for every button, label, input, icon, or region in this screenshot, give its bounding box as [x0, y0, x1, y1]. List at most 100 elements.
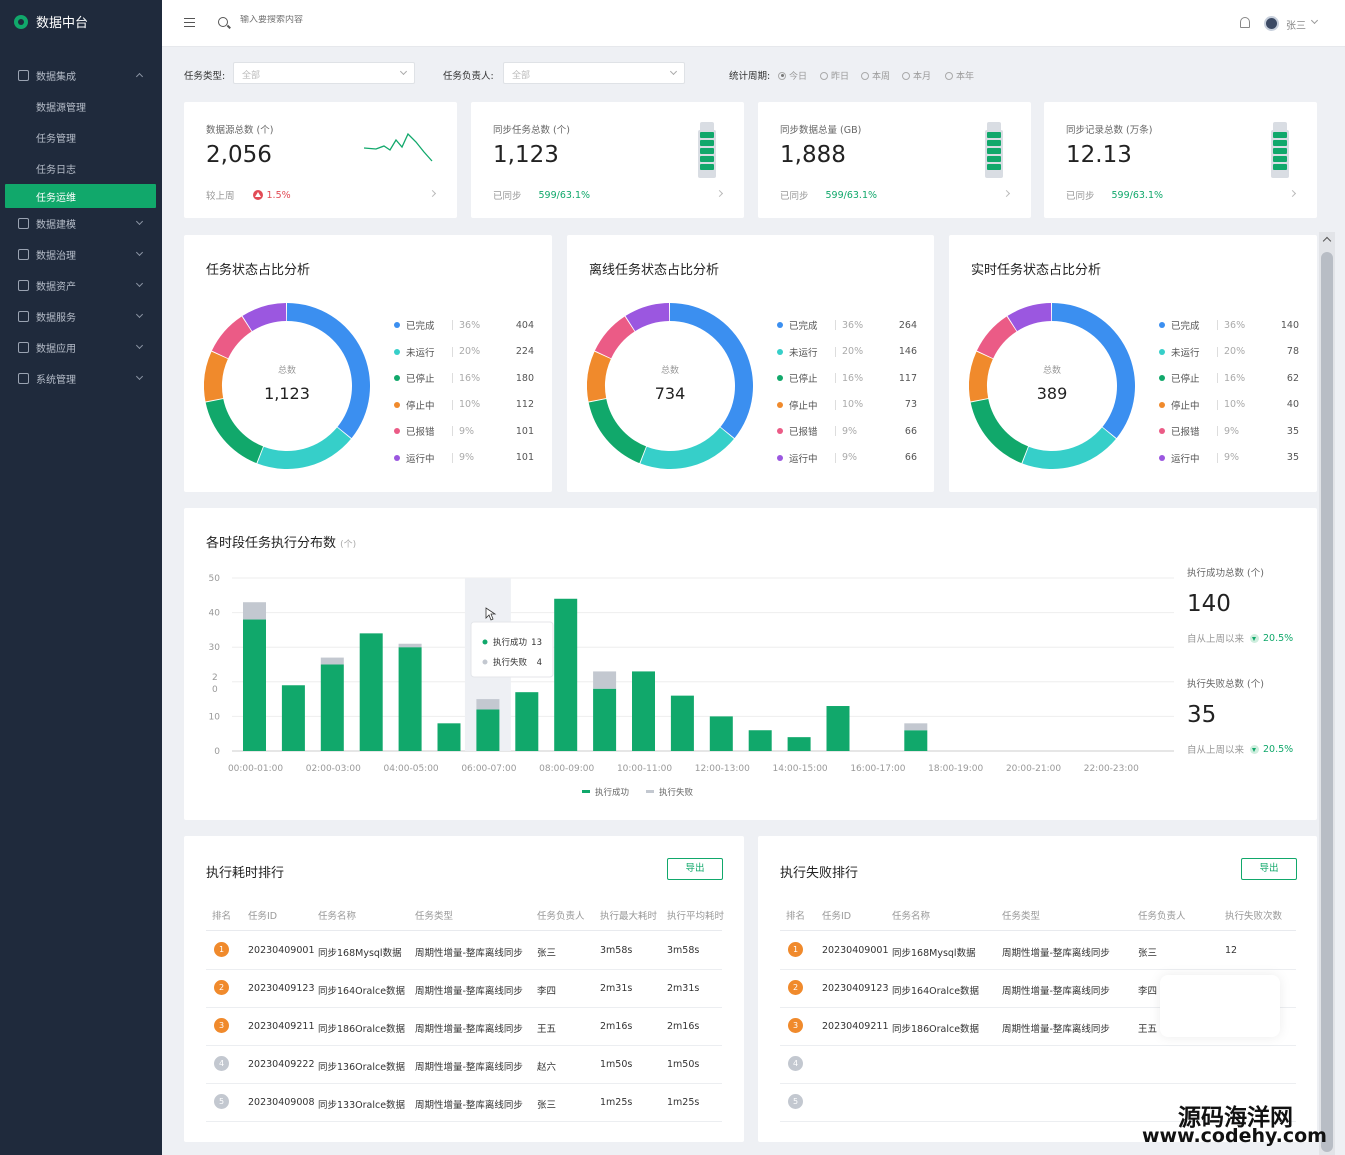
page-scrollbar[interactable]: [1319, 232, 1335, 1155]
bar-success[interactable]: [476, 709, 500, 751]
chevron-right-icon[interactable]: [428, 189, 437, 198]
sidebar-item-8[interactable]: 数据服务: [0, 301, 162, 332]
table-row[interactable]: 4: [780, 1046, 1296, 1084]
sidebar-item-4[interactable]: 任务运维: [5, 184, 156, 208]
donut-slice[interactable]: [205, 398, 264, 464]
period-radio-2[interactable]: 本周: [861, 69, 890, 82]
sidebar-item-2[interactable]: 任务管理: [0, 122, 162, 153]
sidebar-item-5[interactable]: 数据建模: [0, 208, 162, 239]
app-logo[interactable]: 数据中台: [14, 12, 88, 31]
bar-success[interactable]: [359, 633, 383, 751]
sidebar-item-6[interactable]: 数据治理: [0, 239, 162, 270]
user-name[interactable]: 张三: [1286, 21, 1306, 32]
table-row[interactable]: 2 20230409123 同步164Oralce数据 周期性增量-整库离线同步 李四 2…: [206, 970, 722, 1008]
legend-row[interactable]: 停止中 10% 112: [394, 392, 534, 419]
legend-row[interactable]: 未运行 20% 224: [394, 339, 534, 366]
bell-icon[interactable]: [1240, 17, 1250, 28]
bar-success[interactable]: [398, 647, 422, 751]
bar-success[interactable]: [437, 723, 461, 751]
bar-success[interactable]: [787, 737, 811, 751]
legend-row[interactable]: 运行中 9% 66: [777, 445, 917, 472]
bar-fail[interactable]: [398, 643, 422, 648]
sidebar-item-3[interactable]: 任务日志: [0, 153, 162, 184]
avatar[interactable]: [1264, 16, 1279, 31]
bar-fail[interactable]: [593, 671, 617, 689]
chevron-right-icon[interactable]: [715, 189, 724, 198]
donut-slice[interactable]: [1007, 303, 1052, 332]
bar-success[interactable]: [243, 619, 266, 751]
kpi-card-3[interactable]: 同步记录总数 (万条) 12.13 已同步 599/63.1%: [1044, 102, 1317, 218]
period-radio-3[interactable]: 本月: [902, 69, 931, 82]
bar-fail[interactable]: [476, 699, 500, 710]
table-row[interactable]: 1 20230409001 同步168Mysql数据 周期性增量-整库离线同步 张三 3m…: [206, 932, 722, 970]
legend-row[interactable]: 已停止 16% 180: [394, 365, 534, 392]
bar-success[interactable]: [709, 716, 733, 751]
donut-slice[interactable]: [204, 351, 228, 402]
bar-success[interactable]: [515, 692, 539, 751]
sidebar-item-10[interactable]: 系统管理: [0, 363, 162, 394]
legend-row[interactable]: 已报错 9% 35: [1159, 418, 1299, 445]
legend-row[interactable]: 停止中 10% 73: [777, 392, 917, 419]
legend-row[interactable]: 未运行 20% 78: [1159, 339, 1299, 366]
donut-slice[interactable]: [588, 398, 647, 464]
donut-slice[interactable]: [587, 351, 611, 402]
bar-success[interactable]: [593, 688, 617, 751]
table-row[interactable]: 5: [780, 1084, 1296, 1122]
task-type-select[interactable]: 全部: [233, 62, 415, 84]
donut-slice[interactable]: [211, 316, 252, 359]
donut-slice[interactable]: [969, 351, 993, 402]
legend-row[interactable]: 运行中 9% 101: [394, 445, 534, 472]
scroll-up-icon[interactable]: [1322, 236, 1332, 246]
bar-success[interactable]: [904, 730, 928, 751]
bar-success[interactable]: [632, 671, 655, 751]
table-row[interactable]: 4 20230409222 同步136Oralce数据 周期性增量-整库离线同步 赵六 1…: [206, 1046, 722, 1084]
scroll-thumb[interactable]: [1321, 252, 1333, 1152]
bar-fail[interactable]: [320, 657, 344, 665]
bar-fail[interactable]: [904, 723, 928, 731]
sidebar-item-1[interactable]: 数据源管理: [0, 91, 162, 122]
donut-slice[interactable]: [242, 303, 287, 332]
table-row[interactable]: 3 20230409211 同步186Oralce数据 周期性增量-整库离线同步 王五 2…: [206, 1008, 722, 1046]
donut-slice[interactable]: [970, 398, 1029, 464]
table-row[interactable]: 5 20230409008 同步133Oralce数据 周期性增量-整库离线同步 张三 1…: [206, 1084, 722, 1122]
legend-row[interactable]: 已完成 36% 404: [394, 312, 534, 339]
search-icon[interactable]: [218, 17, 228, 27]
chevron-down-icon[interactable]: [1310, 16, 1319, 25]
bar-success[interactable]: [826, 706, 850, 751]
sidebar-item-0[interactable]: 数据集成: [0, 60, 162, 91]
legend-row[interactable]: 未运行 20% 146: [777, 339, 917, 366]
legend-row[interactable]: 运行中 9% 35: [1159, 445, 1299, 472]
kpi-card-1[interactable]: 同步任务总数 (个) 1,123 已同步 599/63.1%: [471, 102, 744, 218]
chevron-right-icon[interactable]: [1288, 189, 1297, 198]
legend-row[interactable]: 已完成 36% 140: [1159, 312, 1299, 339]
legend-label[interactable]: 执行失败: [659, 787, 694, 798]
legend-label[interactable]: 执行成功: [595, 787, 629, 798]
legend-row[interactable]: 已报错 9% 66: [777, 418, 917, 445]
sidebar-item-9[interactable]: 数据应用: [0, 332, 162, 363]
owner-select[interactable]: 全部: [503, 62, 685, 84]
sidebar-item-7[interactable]: 数据资产: [0, 270, 162, 301]
legend-row[interactable]: 停止中 10% 40: [1159, 392, 1299, 419]
donut-slice[interactable]: [257, 427, 351, 469]
export-button[interactable]: 导出: [1241, 858, 1297, 880]
table-row[interactable]: 2 20230409123 同步164Oralce数据 周期性增量-整库离线同步 李四: [780, 970, 1296, 1008]
donut-slice[interactable]: [670, 303, 753, 439]
bar-fail[interactable]: [243, 602, 266, 620]
period-radio-4[interactable]: 本年: [945, 69, 974, 82]
bar-success[interactable]: [554, 598, 578, 751]
donut-slice[interactable]: [976, 316, 1017, 359]
donut-slice[interactable]: [640, 427, 734, 469]
chevron-right-icon[interactable]: [1002, 189, 1011, 198]
period-radio-0[interactable]: 今日: [778, 69, 807, 82]
table-row[interactable]: 1 20230409001 同步168Mysql数据 周期性增量-整库离线同步 张三 12: [780, 932, 1296, 970]
bar-success[interactable]: [281, 685, 305, 751]
legend-row[interactable]: 已停止 16% 62: [1159, 365, 1299, 392]
donut-slice[interactable]: [287, 303, 370, 439]
bar-success[interactable]: [748, 730, 772, 751]
legend-row[interactable]: 已报错 9% 101: [394, 418, 534, 445]
table-row[interactable]: 3 20230409211 同步186Oralce数据 周期性增量-整库离线同步 王五: [780, 1008, 1296, 1046]
kpi-card-2[interactable]: 同步数据总量 (GB) 1,888 已同步 599/63.1%: [758, 102, 1031, 218]
export-button[interactable]: 导出: [667, 858, 723, 880]
search-input[interactable]: [240, 15, 540, 25]
donut-slice[interactable]: [1022, 427, 1116, 469]
